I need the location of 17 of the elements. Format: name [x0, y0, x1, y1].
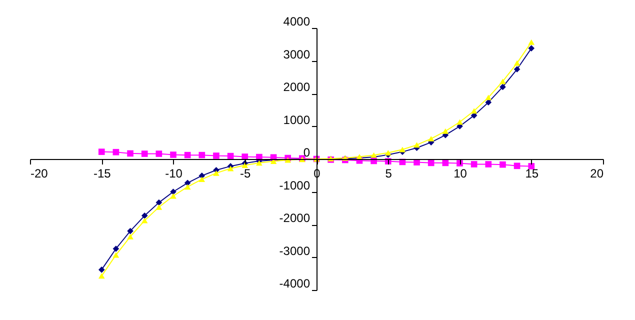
y-tick-label: 1000: [283, 112, 310, 127]
x-tick-label: 20: [590, 166, 604, 180]
x-tick-label: 5: [385, 166, 392, 180]
x-tick-label: 15: [525, 166, 539, 180]
x-tick-label: 10: [454, 166, 468, 180]
y-tick-label: -4000: [279, 276, 310, 290]
y-tick-label: -3000: [279, 244, 310, 258]
x-tick-label: -20: [30, 166, 48, 180]
y-tick-label: 3000: [283, 47, 310, 62]
y-tick-label: 4000: [283, 14, 310, 28]
y-tick-label: 0: [303, 146, 310, 160]
x-tick-label: -5: [240, 166, 252, 180]
x-tick-label: -10: [165, 166, 183, 180]
y-tick-label: -1000: [279, 178, 310, 192]
y-tick-label: 2000: [283, 80, 310, 94]
x-tick-label: -15: [93, 166, 112, 180]
y-tick-label: -2000: [279, 211, 310, 225]
